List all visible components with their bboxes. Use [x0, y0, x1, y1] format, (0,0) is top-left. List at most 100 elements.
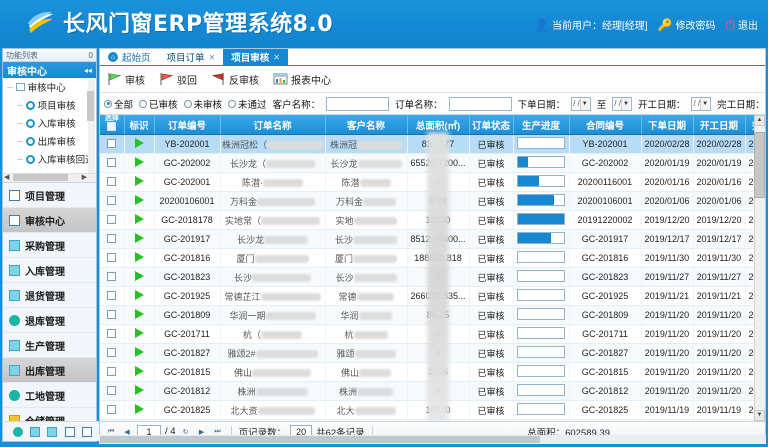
table-row[interactable]: GC-201809 华润一期 华润 85.25 已审核 GC-201809 2019/11/…: [100, 306, 765, 325]
row-checkbox[interactable]: [100, 344, 124, 363]
table-row[interactable]: 20200106001 万科金 万科金 0.78 已审核 20200106001 2020/…: [100, 192, 765, 211]
th-order-date[interactable]: 下单日期: [641, 115, 693, 135]
close-icon[interactable]: ✕: [209, 53, 216, 62]
table-row[interactable]: GC-201711 杭（杭 0 已审核 GC-201711 2019/11/20 2019/…: [100, 325, 765, 344]
tab-project-audit[interactable]: 项目审核 ✕: [223, 49, 288, 65]
scroll-right-icon[interactable]: ▶: [82, 173, 87, 182]
sidebar-item-purchase-management[interactable]: 采购管理: [3, 233, 96, 258]
row-checkbox[interactable]: [100, 306, 124, 325]
row-checkbox[interactable]: [100, 268, 124, 287]
th-progress[interactable]: 生产进度: [513, 115, 569, 135]
table-row[interactable]: GC-202001 陈潜· 陈潜 0 已审核 20200116001 2020/01/16 2…: [100, 173, 765, 192]
table-vertical-scrollbar[interactable]: ▲ ▼: [754, 115, 765, 421]
change-password-button[interactable]: 🔑 修改密码: [658, 17, 716, 32]
tree-hscroll-thumb[interactable]: [13, 174, 68, 181]
row-checkbox-icon[interactable]: [107, 310, 116, 319]
sidebar-item-return-management[interactable]: 退货管理: [3, 283, 96, 308]
sidebar-item-site-management[interactable]: 工地管理: [3, 383, 96, 408]
row-checkbox[interactable]: [100, 211, 124, 230]
list-icon[interactable]: [82, 427, 92, 437]
start-date-input[interactable]: / / ▼: [691, 97, 711, 111]
table-row[interactable]: GC-202002 长沙龙（ 长沙龙 65525.7200... 已审核 GC-20200…: [100, 154, 765, 173]
tab-home[interactable]: ⌂ 起始页: [100, 49, 159, 65]
logout-button[interactable]: ⏻ 退出: [726, 17, 759, 32]
collapse-left-icon[interactable]: ◂◂: [84, 66, 92, 75]
row-checkbox[interactable]: [100, 154, 124, 173]
tree-expander-icon[interactable]: ─: [7, 83, 13, 92]
tree-scroll-thumb[interactable]: [87, 91, 94, 121]
row-checkbox-icon[interactable]: [107, 291, 116, 300]
row-checkbox-icon[interactable]: [107, 386, 116, 395]
row-checkbox-icon[interactable]: [107, 348, 116, 357]
th-status[interactable]: 订单状态: [469, 115, 513, 135]
row-checkbox[interactable]: [100, 249, 124, 268]
tree-item-inbound-audit-rollback[interactable]: ─ 入库审核回退: [3, 150, 96, 168]
dot-icon[interactable]: [13, 427, 23, 437]
th-select[interactable]: 选择: [100, 115, 124, 135]
tree-item-outbound-audit[interactable]: ─ 出库审核: [3, 132, 96, 150]
radio-audited[interactable]: 已审核: [139, 97, 178, 111]
radio-unaudited[interactable]: 未审核: [184, 97, 223, 111]
th-contract[interactable]: 合同编号: [569, 115, 641, 135]
row-checkbox-icon[interactable]: [107, 234, 116, 243]
radio-all[interactable]: 全部: [104, 97, 133, 111]
row-checkbox[interactable]: [100, 401, 124, 420]
sidebar-item-project-management[interactable]: 项目管理: [3, 183, 96, 208]
tree-item-inbound-audit[interactable]: ─ 入库审核: [3, 114, 96, 132]
printer-icon[interactable]: [65, 427, 75, 437]
row-checkbox-icon[interactable]: [107, 405, 116, 414]
table-row[interactable]: GC-201827 雅颂2# 雅颂 0 已审核 GC-201827 2019/11/20 20…: [100, 344, 765, 363]
table-row[interactable]: GC-201815 佛山 佛山 2626 已审核 GC-201815 2019/11/20 2…: [100, 363, 765, 382]
scroll-up-icon[interactable]: ▲: [754, 115, 765, 126]
row-checkbox[interactable]: [100, 420, 124, 422]
row-checkbox-icon[interactable]: [107, 158, 116, 167]
sidebar-item-inbound-management[interactable]: 入库管理: [3, 258, 96, 283]
reject-button[interactable]: 驳回: [159, 72, 197, 87]
tree-item-project-audit[interactable]: ─ 项目审核: [3, 96, 96, 114]
tab-project-order[interactable]: 项目订单 ✕: [159, 49, 224, 65]
row-checkbox[interactable]: [100, 192, 124, 211]
table-row[interactable]: GC-201917 长沙龙 长沙 8512.78600... 已审核 GC-201917 2…: [100, 230, 765, 249]
unaudit-button[interactable]: 反审核: [211, 72, 259, 87]
close-icon[interactable]: ✕: [273, 53, 280, 62]
row-checkbox-icon[interactable]: [107, 177, 116, 186]
table-row[interactable]: GC-2018178 实地常（ 实地 18230 已审核 20191220002 2019/…: [100, 211, 765, 230]
row-checkbox[interactable]: [100, 325, 124, 344]
row-checkbox[interactable]: [100, 230, 124, 249]
order-date-to-input[interactable]: / / ▼: [612, 97, 632, 111]
row-checkbox-icon[interactable]: [107, 139, 116, 148]
sidebar-item-audit-center[interactable]: 审核中心: [3, 208, 96, 233]
scroll-left-icon[interactable]: ◀: [4, 173, 9, 182]
order-name-input[interactable]: [449, 97, 512, 111]
th-customer[interactable]: 客户名称: [325, 115, 407, 135]
row-checkbox-icon[interactable]: [107, 215, 116, 224]
row-checkbox[interactable]: [100, 135, 124, 154]
table-row[interactable]: GC-201812 株洲 株洲 0 已审核 GC-201812 2019/11/20 2019…: [100, 382, 765, 401]
th-area[interactable]: 总面积(㎡): [407, 115, 469, 135]
order-date-from-input[interactable]: / / ▼: [571, 97, 591, 111]
chevron-down-icon[interactable]: ▼: [700, 98, 709, 110]
pin-icon[interactable]: 0: [89, 51, 93, 60]
sidebar-item-stock-return-management[interactable]: 退库管理: [3, 308, 96, 333]
row-checkbox[interactable]: [100, 382, 124, 401]
radio-not-passed[interactable]: 未通过: [228, 97, 267, 111]
row-checkbox-icon[interactable]: [107, 367, 116, 376]
sidebar-item-outbound-management[interactable]: 出库管理: [3, 358, 96, 383]
table-row[interactable]: GC-201902广州广州万13318.775已审核GC-2019022019/…: [100, 420, 765, 422]
row-checkbox-icon[interactable]: [107, 272, 116, 281]
table-row[interactable]: GC-201823 长沙 长沙 0 已审核 GC-201823 2019/11/27 2019…: [100, 268, 765, 287]
tree-vertical-scrollbar[interactable]: [88, 79, 95, 182]
page-horizontal-scrollbar[interactable]: [99, 435, 766, 444]
scroll-down-icon[interactable]: ▼: [754, 410, 765, 421]
tree-horizontal-scrollbar[interactable]: ◀ ▶: [3, 173, 96, 182]
chevron-down-icon[interactable]: ▼: [621, 98, 630, 110]
th-order-name[interactable]: 订单名称: [220, 115, 325, 135]
row-checkbox[interactable]: [100, 363, 124, 382]
tree-node-root[interactable]: ─ 审核中心: [3, 78, 96, 96]
page-hscroll-thumb[interactable]: [100, 436, 540, 443]
pen-icon[interactable]: [47, 427, 57, 437]
table-row[interactable]: YB-202001 株洲冠松（ 株洲冠 832.177 已审核 YB-202001 2020…: [100, 135, 765, 154]
table-scroll-thumb[interactable]: [754, 132, 765, 198]
select-all-checkbox[interactable]: [107, 122, 116, 131]
table-row[interactable]: GC-201925 常德芷江 常德 266077.835... 已审核 GC-201925…: [100, 287, 765, 306]
